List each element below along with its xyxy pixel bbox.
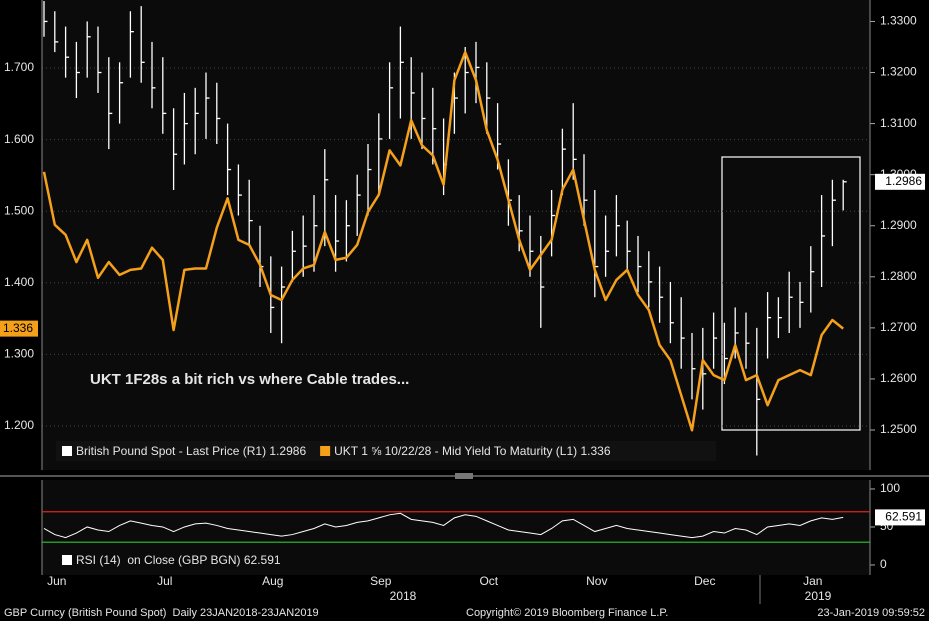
x-tick-label: Nov xyxy=(586,574,607,588)
legend-name: British Pound Spot - Last Price (R1) xyxy=(76,444,266,458)
x-tick-label: Jan xyxy=(803,574,822,588)
legend-name: UKT 1 ⅝ 10/22/28 - Mid Yield To Maturity… xyxy=(334,444,577,458)
value-box xyxy=(875,173,925,190)
year-label: 2019 xyxy=(805,589,832,603)
y2-tick-label: 1.3200 xyxy=(880,65,917,79)
value-box-label: 1.336 xyxy=(3,321,33,335)
legend-value: 1.2986 xyxy=(269,444,306,458)
rsi-panel xyxy=(42,480,870,575)
y2-tick-label: 100 xyxy=(880,481,900,495)
footer-center: Copyright© 2019 Bloomberg Finance L.P. xyxy=(466,607,668,619)
legend-bg xyxy=(56,441,716,461)
y-tick-label: 1.500 xyxy=(4,203,34,217)
y-tick-label: 1.400 xyxy=(4,275,34,289)
annotation: UKT 1F28s a bit rich vs where Cable trad… xyxy=(90,371,409,388)
footer-right: 23-Jan-2019 09:59:52 xyxy=(817,607,925,619)
legend-swatch xyxy=(62,555,72,565)
yield-line xyxy=(42,51,844,432)
value-box-label: 1.2986 xyxy=(885,174,922,188)
legend-value: 1.336 xyxy=(580,444,610,458)
x-tick-label: Oct xyxy=(479,574,498,588)
y2-tick-label: 1.2800 xyxy=(880,269,917,283)
legend-swatch xyxy=(320,446,331,456)
separator-handle xyxy=(455,473,473,479)
x-tick-label: Jun xyxy=(47,574,66,588)
y-tick-label: 1.200 xyxy=(4,418,34,432)
footer-left: GBP Curncy (British Pound Spot) Daily 23… xyxy=(4,607,319,619)
y2-tick-label: 1.3100 xyxy=(880,116,917,130)
legend-label: UKT 1 ⅝ 10/22/28 - Mid Yield To Maturity… xyxy=(334,444,611,458)
value-box xyxy=(875,509,925,526)
legend-label: British Pound Spot - Last Price (R1) 1.2… xyxy=(76,444,306,458)
year-label: 2018 xyxy=(390,589,417,603)
y2-tick-label: 1.3300 xyxy=(880,14,917,28)
x-tick-label: Jul xyxy=(157,574,172,588)
x-tick-label: Dec xyxy=(694,574,715,588)
legend-name: RSI (14) on Close (GBP BGN) xyxy=(76,553,241,567)
legend-value: 62.591 xyxy=(244,553,281,567)
y2-tick-label: 1.2700 xyxy=(880,320,917,334)
y-tick-label: 1.300 xyxy=(4,347,34,361)
rsi-line xyxy=(43,512,844,539)
y-tick-label: 1.600 xyxy=(4,132,34,146)
x-tick-label: Sep xyxy=(370,574,392,588)
value-box xyxy=(0,320,38,337)
legend-swatch xyxy=(62,446,72,456)
y-tick-label: 1.700 xyxy=(4,60,34,74)
value-box-label: 62.591 xyxy=(885,510,922,524)
main-panel xyxy=(42,0,870,470)
highlight-box xyxy=(721,156,861,431)
legend-label: RSI (14) on Close (GBP BGN) 62.591 xyxy=(76,553,281,567)
y2-tick-label: 0 xyxy=(880,557,887,571)
x-tick-label: Aug xyxy=(262,574,283,588)
y2-tick-label: 1.2600 xyxy=(880,371,917,385)
y2-tick-label: 1.2900 xyxy=(880,218,917,232)
y2-tick-label: 1.2500 xyxy=(880,422,917,436)
